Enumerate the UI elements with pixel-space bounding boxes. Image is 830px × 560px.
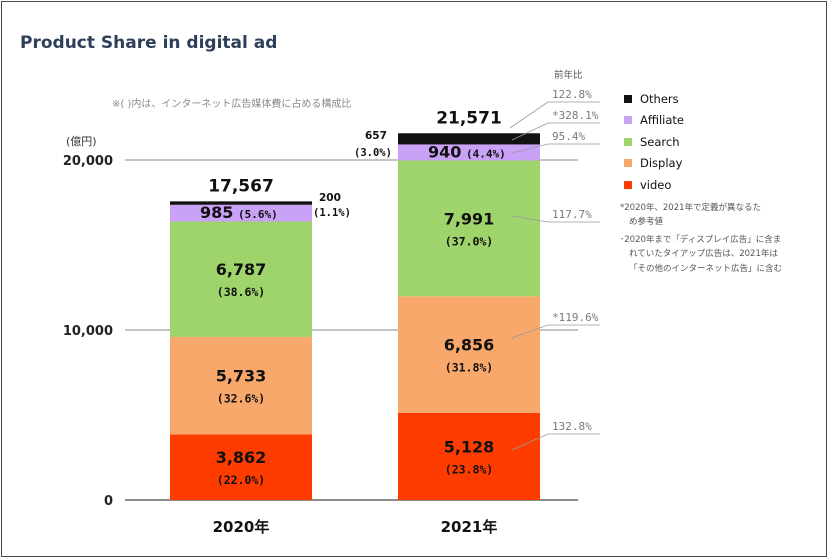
growth-leader-line — [509, 101, 549, 129]
legend-swatch-video — [624, 181, 632, 189]
data-label-value: 6,856 — [444, 336, 495, 355]
total-label: 21,571 — [436, 108, 502, 128]
legend-label-search: Search — [640, 135, 680, 149]
legend-label-affiliate: Affiliate — [640, 113, 684, 127]
y-tick-label: 10,000 — [63, 324, 113, 339]
data-label-share: (37.0%) — [445, 234, 493, 248]
unit-label: (億円) — [66, 135, 97, 148]
data-label-share: (4.4%) — [466, 147, 506, 160]
data-label-share: (38.6%) — [217, 285, 265, 299]
footnote-line: め参考値 — [629, 216, 664, 227]
others-share-label: (1.1%) — [313, 207, 351, 219]
x-tick-label: 2021年 — [441, 518, 498, 536]
bar-segment-search — [398, 160, 540, 297]
footnote-line: *2020年、2021年で定義が異なるた — [620, 202, 761, 213]
bar-segment-affiliate — [170, 204, 312, 222]
growth-label-display: *119.6% — [552, 311, 599, 324]
data-label-value: 5,128 — [444, 437, 495, 456]
legend-swatch-others — [624, 95, 632, 103]
footnote-line: れていたタイアップ広告は、2021年は — [629, 248, 778, 259]
footnote-line: 「その他のインターネット広告」に含む — [629, 263, 782, 274]
data-label-share: (22.0%) — [217, 473, 265, 487]
y-tick-label: 20,000 — [63, 154, 113, 169]
bar-segment-affiliate — [398, 144, 540, 161]
data-label-value: 5,733 — [216, 367, 267, 386]
legend-label-display: Display — [640, 156, 683, 170]
y-tick-label: 0 — [104, 494, 113, 509]
data-label-value: 3,862 — [216, 448, 267, 467]
legend-label-video: video — [640, 178, 671, 192]
data-label-share: (31.8%) — [445, 361, 493, 375]
growth-label-others: *328.1% — [552, 109, 599, 122]
growth-label-affiliate: 95.4% — [552, 130, 585, 143]
bar-segment-search — [170, 221, 312, 337]
data-label-value: 985 — [200, 203, 233, 222]
legend-label-others: Others — [640, 92, 679, 106]
growth-header: 前年比 — [554, 69, 583, 81]
legend-swatch-search — [624, 138, 632, 146]
bar-segment-video — [398, 412, 540, 500]
data-label-share: (32.6%) — [217, 392, 265, 406]
bar-segment-others — [398, 133, 540, 145]
growth-leader-line — [511, 143, 549, 154]
others-value-label: 657 — [365, 130, 387, 142]
legend-swatch-affiliate — [624, 116, 632, 124]
data-label-value: 6,787 — [216, 260, 267, 279]
total-label: 17,567 — [208, 176, 274, 196]
bar-segment-others — [170, 201, 312, 205]
bar-segment-display — [170, 336, 312, 435]
bar-segment-video — [170, 434, 312, 500]
growth-leader-line — [511, 122, 549, 141]
data-label-value: 7,991 — [444, 209, 495, 228]
data-label-value: 940 — [428, 142, 461, 161]
bar-segment-display — [398, 296, 540, 413]
footnote-line: ･2020年まで「ディスプレイ広告」に含ま — [620, 234, 781, 245]
others-share-label: (3.0%) — [354, 147, 392, 159]
growth-leader-line — [511, 324, 549, 339]
growth-label-total: 122.8% — [552, 88, 592, 101]
others-value-label: 200 — [319, 192, 341, 204]
growth-label-video: 132.8% — [552, 420, 592, 433]
x-tick-label: 2020年 — [213, 518, 270, 536]
composition-note: ※( )内は、インターネット広告媒体費に占める構成比 — [112, 97, 351, 110]
data-label-share: (5.6%) — [238, 208, 278, 221]
growth-leader-line — [511, 215, 549, 223]
growth-label-search: 117.7% — [552, 208, 592, 221]
growth-leader-line — [511, 433, 549, 451]
data-label-share: (23.8%) — [445, 462, 493, 476]
legend-swatch-display — [624, 159, 632, 167]
chart-title: Product Share in digital ad — [20, 33, 277, 53]
